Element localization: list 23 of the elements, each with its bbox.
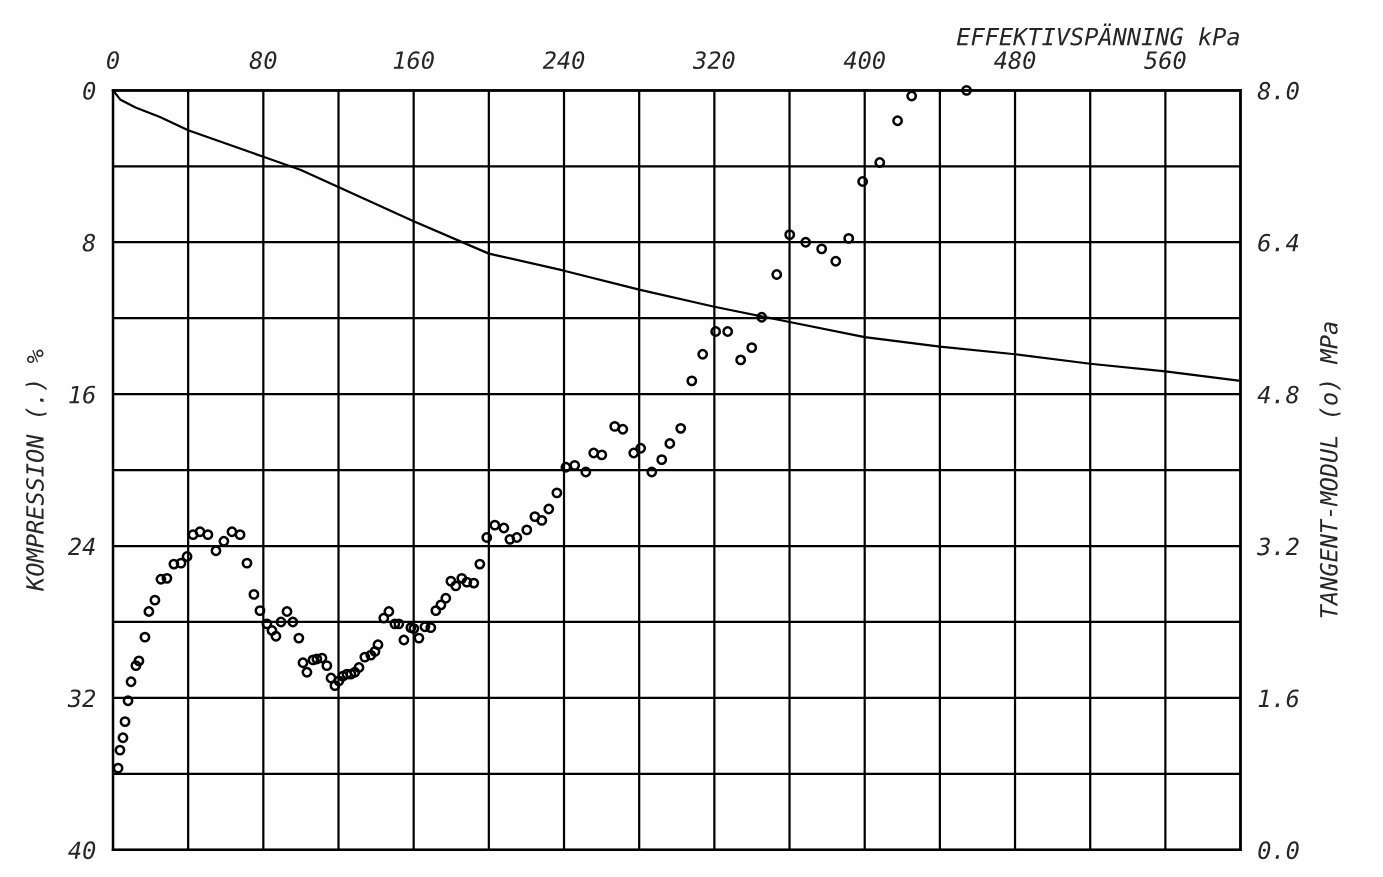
x-tick-label: 320 <box>692 51 735 70</box>
y-tick-label: 0 <box>83 81 96 100</box>
x-axis-title: EFFEKTIVSPÄNNING kPa <box>956 23 1239 46</box>
x-tick-label: 80 <box>249 51 277 70</box>
x-tick-label: 0 <box>107 51 119 70</box>
x-tick-label: 400 <box>843 51 885 70</box>
y2-tick-label: 6.4 <box>1258 233 1299 252</box>
y-tick-label: 40 <box>68 841 96 860</box>
y2-axis-title: TANGENT-MODUL (o) MPa <box>1319 322 1341 618</box>
x-tick-label: 480 <box>994 51 1036 70</box>
y-tick-label: 32 <box>67 689 96 708</box>
y2-tick-label: 4.8 <box>1257 385 1299 404</box>
x-tick-label: 240 <box>542 51 585 70</box>
x-tick-label: 160 <box>393 51 434 70</box>
y2-tick-label: 0.0 <box>1258 841 1299 860</box>
y-tick-label: 16 <box>69 385 96 404</box>
y-tick-label: 24 <box>67 537 95 556</box>
y-tick-label: 8 <box>82 233 96 252</box>
x-tick-label: 560 <box>1144 51 1186 70</box>
y2-tick-label: 8.0 <box>1257 81 1299 100</box>
y2-tick-label: 3.2 <box>1257 537 1299 556</box>
y2-tick-label: 1.6 <box>1258 689 1299 708</box>
y-axis-title: KOMPRESSION (.) % <box>25 349 47 591</box>
